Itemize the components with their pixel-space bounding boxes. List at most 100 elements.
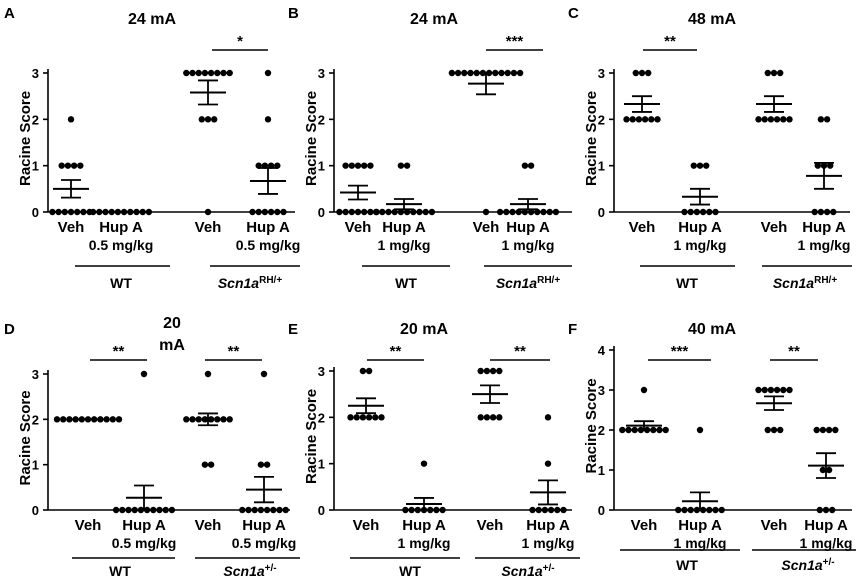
y-tick-label: 1 bbox=[32, 159, 39, 174]
dose-label: 1 mg/kg bbox=[522, 535, 575, 551]
y-tick-label: 0 bbox=[318, 205, 325, 220]
data-point bbox=[264, 116, 272, 123]
panel-letter: C bbox=[568, 5, 579, 22]
data-point bbox=[681, 506, 688, 514]
data-point bbox=[251, 506, 258, 514]
data-point bbox=[811, 208, 818, 216]
data-point bbox=[510, 69, 518, 77]
data-point bbox=[527, 208, 535, 216]
x-category-label: Veh bbox=[75, 517, 102, 534]
panel-b: B 24 mA Racine Score 0 1 2 3 *** Veh Hup A Veh Hup … bbox=[288, 5, 572, 291]
data-point bbox=[546, 208, 553, 216]
y-tick-label: 1 bbox=[318, 457, 325, 472]
y-tick-label: 3 bbox=[598, 383, 605, 398]
group-label-scn1a: Scn1aRH/+ bbox=[218, 275, 282, 292]
data-point bbox=[422, 208, 429, 216]
y-tick-label: 4 bbox=[598, 343, 606, 358]
data-point bbox=[214, 69, 221, 77]
data-point bbox=[347, 414, 354, 421]
y-tick-label: 2 bbox=[318, 112, 325, 127]
data-point bbox=[822, 506, 830, 514]
y-tick-label: 2 bbox=[598, 112, 605, 127]
data-point bbox=[408, 506, 415, 514]
data-point bbox=[770, 69, 778, 77]
x-category-label: Veh bbox=[195, 517, 222, 534]
x-category-label: Hup A bbox=[678, 219, 722, 236]
data-point bbox=[64, 162, 72, 169]
x-category-label: Hup A bbox=[678, 517, 722, 534]
data-point bbox=[204, 208, 212, 216]
data-point bbox=[477, 414, 484, 421]
data-point bbox=[780, 386, 787, 394]
data-point bbox=[641, 116, 649, 123]
data-point bbox=[342, 162, 349, 169]
data-point bbox=[264, 69, 272, 77]
data-point bbox=[625, 426, 632, 434]
data-point bbox=[786, 386, 793, 394]
data-point bbox=[718, 506, 725, 514]
y-axis-label: Racine Score bbox=[17, 91, 34, 186]
data-point bbox=[433, 506, 440, 514]
data-point bbox=[263, 506, 271, 514]
data-point bbox=[690, 162, 697, 169]
y-axis-label: Racine Score bbox=[17, 390, 34, 485]
panel-letter: D bbox=[4, 321, 15, 338]
data-point bbox=[372, 414, 379, 421]
data-point bbox=[483, 414, 491, 421]
panel-letter: A bbox=[4, 5, 15, 22]
dose-label: 1 mg/kg bbox=[674, 237, 727, 253]
significance-label: *** bbox=[506, 33, 524, 50]
data-point bbox=[813, 426, 820, 434]
data-point bbox=[385, 208, 392, 216]
dose-label: 1 mg/kg bbox=[674, 535, 727, 551]
data-point bbox=[540, 208, 547, 216]
significance-label: ** bbox=[113, 343, 125, 360]
data-point bbox=[70, 162, 78, 169]
dose-label: 0.5 mg/kg bbox=[232, 535, 297, 551]
data-point bbox=[761, 116, 768, 123]
data-point bbox=[454, 69, 462, 77]
data-point bbox=[53, 416, 61, 423]
data-point bbox=[397, 208, 405, 216]
group-label-wt: WT bbox=[109, 563, 131, 579]
data-point bbox=[777, 69, 784, 77]
data-point bbox=[547, 506, 555, 514]
data-point bbox=[619, 426, 626, 434]
data-point bbox=[168, 506, 176, 514]
x-category-label: Veh bbox=[473, 219, 500, 236]
y-axis-label: Racine Score bbox=[583, 91, 600, 186]
group-label-wt: WT bbox=[676, 557, 698, 573]
data-point bbox=[67, 116, 75, 123]
data-point bbox=[483, 367, 491, 375]
data-point bbox=[535, 506, 542, 514]
data-point bbox=[55, 208, 62, 216]
y-tick-label: 1 bbox=[598, 159, 605, 174]
significance-label: ** bbox=[228, 343, 240, 360]
y-tick-label: 3 bbox=[32, 367, 39, 382]
data-point bbox=[183, 416, 190, 423]
data-point bbox=[354, 208, 362, 216]
y-tick-label: 3 bbox=[32, 66, 39, 81]
group-label-scn1a: Scn1a+/- bbox=[781, 557, 834, 574]
panel-title: 24 mA bbox=[410, 11, 458, 28]
significance-label: ** bbox=[788, 343, 800, 360]
data-point bbox=[60, 416, 67, 423]
data-point bbox=[541, 506, 549, 514]
data-point bbox=[504, 69, 511, 77]
panel-letter: E bbox=[288, 321, 298, 338]
y-tick-label: 2 bbox=[32, 112, 39, 127]
data-point bbox=[89, 208, 97, 216]
data-point bbox=[204, 370, 212, 378]
data-point bbox=[773, 116, 781, 123]
data-point bbox=[560, 506, 567, 514]
significance-label: ** bbox=[664, 33, 676, 50]
y-tick-label: 1 bbox=[318, 159, 325, 174]
data-point bbox=[145, 208, 153, 216]
data-point bbox=[654, 116, 661, 123]
x-category-label: Hup A bbox=[402, 517, 446, 534]
data-point bbox=[823, 116, 831, 123]
data-point bbox=[354, 162, 362, 169]
y-tick-label: 2 bbox=[318, 410, 325, 425]
data-point bbox=[249, 208, 256, 216]
